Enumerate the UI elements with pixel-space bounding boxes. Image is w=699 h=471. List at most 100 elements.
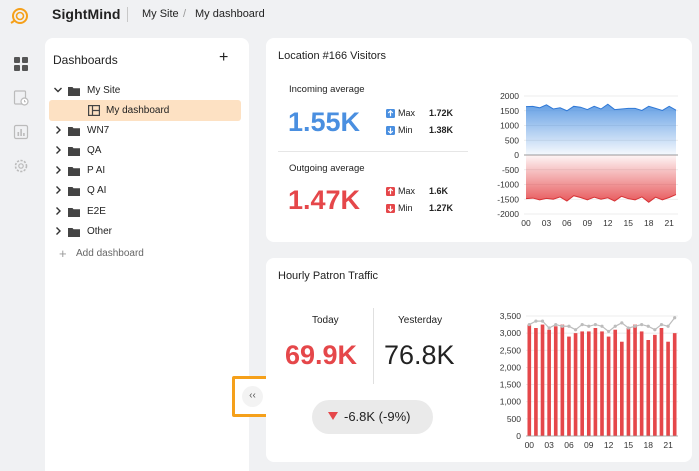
- y-tick-label: 3,000: [500, 328, 522, 338]
- tree-item-e2e[interactable]: E2E: [45, 202, 249, 222]
- today-bar: [606, 336, 611, 436]
- chevron-right-icon[interactable]: [53, 125, 63, 135]
- yesterday-point: [534, 319, 538, 323]
- folder-icon: [68, 228, 80, 237]
- tree-item-label: WN7: [87, 125, 110, 136]
- today-label: Today: [312, 315, 339, 326]
- incoming-line: [525, 103, 677, 112]
- yesterday-label: Yesterday: [398, 315, 443, 326]
- tree-item-label: QA: [87, 145, 102, 156]
- arrow-down-icon: [386, 126, 395, 135]
- y-tick-label: -1500: [497, 194, 519, 204]
- chevron-right-icon[interactable]: [53, 145, 63, 155]
- today-bar: [527, 324, 532, 436]
- tree-item-wn7[interactable]: WN7: [45, 121, 249, 141]
- tree-item-qa[interactable]: QA: [45, 141, 249, 161]
- dashboard-layout-icon: [88, 105, 100, 116]
- collapse-chevrons-icon: ‹‹: [242, 386, 263, 407]
- yesterday-point: [673, 316, 677, 320]
- settings-gear-icon[interactable]: [13, 158, 29, 174]
- dashboards-grid-icon[interactable]: [13, 56, 29, 72]
- y-tick-label: 0: [514, 150, 519, 160]
- folder-icon: [68, 147, 80, 156]
- today-bar: [633, 324, 637, 436]
- y-tick-label: 0: [516, 431, 521, 441]
- yesterday-point: [633, 324, 637, 328]
- y-tick-label: -2000: [497, 209, 519, 219]
- incoming-average-value: 1.55K: [288, 107, 361, 137]
- folder-icon: [68, 127, 80, 136]
- x-tick-label: 18: [644, 218, 654, 228]
- tree-item-my-dashboard[interactable]: My dashboard: [45, 101, 249, 121]
- chevron-right-icon[interactable]: [53, 226, 63, 236]
- yesterday-value: 76.8K: [384, 340, 455, 370]
- outgoing-average-value: 1.47K: [288, 185, 361, 215]
- min-label: Min: [398, 203, 413, 213]
- delta-badge: -6.8K (-9%): [312, 400, 433, 434]
- x-tick-label: 12: [604, 440, 614, 450]
- folder-icon: [68, 167, 80, 176]
- metrics-divider: [278, 151, 468, 152]
- arrow-up-icon: [386, 187, 395, 196]
- yesterday-point: [666, 324, 670, 328]
- chevron-right-icon[interactable]: [53, 165, 63, 175]
- chevron-down-icon[interactable]: [53, 85, 63, 95]
- yesterday-point: [580, 322, 584, 327]
- chevron-right-icon[interactable]: [53, 185, 63, 195]
- arrow-up-icon: [386, 109, 395, 118]
- top-bar: SightMind My Site / My dashboard: [0, 0, 699, 30]
- tree-item-p-ai[interactable]: P AI: [45, 161, 249, 181]
- today-bar: [626, 328, 631, 436]
- add-dashboard-plus-button[interactable]: +: [219, 49, 229, 66]
- x-tick-label: 12: [603, 218, 613, 228]
- today-bar: [534, 328, 538, 436]
- y-tick-label: 2,000: [500, 362, 522, 372]
- tree-item-q-ai[interactable]: Q AI: [45, 181, 249, 201]
- breadcrumb-separator: /: [183, 8, 187, 20]
- tree-item-label: Q AI: [87, 185, 107, 196]
- today-bar: [600, 331, 604, 436]
- today-bar: [593, 328, 598, 436]
- analytics-chart-icon[interactable]: [13, 124, 29, 140]
- yesterday-point: [573, 328, 578, 332]
- tree-item-other[interactable]: Other: [45, 222, 249, 242]
- today-bar: [646, 340, 651, 436]
- x-tick-label: 15: [624, 440, 634, 450]
- today-bar: [553, 326, 558, 436]
- report-clock-icon[interactable]: [13, 90, 29, 106]
- add-dashboard-label: Add dashboard: [76, 248, 144, 259]
- y-tick-label: 2,500: [500, 345, 522, 355]
- tree-item-my-site[interactable]: My Site: [45, 81, 249, 101]
- max-label: Max: [398, 186, 416, 196]
- x-tick-label: 00: [525, 440, 535, 450]
- today-bar: [639, 331, 644, 436]
- incoming-average-label: Incoming average: [289, 84, 365, 95]
- breadcrumb-site[interactable]: My Site: [142, 8, 179, 20]
- arrow-down-icon: [386, 204, 395, 213]
- today-bar: [620, 341, 624, 436]
- dashboards-sidebar: Dashboards + My Site My dashboard WN7 QA…: [45, 38, 249, 471]
- tree-item-label: E2E: [87, 206, 106, 217]
- folder-icon: [68, 187, 80, 196]
- chevron-right-icon[interactable]: [53, 206, 63, 216]
- yesterday-point: [640, 322, 644, 327]
- tree-item-label: Other: [87, 226, 113, 237]
- today-bar: [666, 341, 670, 436]
- yesterday-point: [600, 324, 604, 328]
- today-bar: [560, 324, 565, 436]
- incoming-area: [526, 104, 676, 155]
- max-value: 1.72K: [429, 108, 454, 118]
- sightmind-logo-icon[interactable]: [10, 6, 30, 26]
- today-bar: [573, 333, 578, 436]
- today-bar: [547, 329, 551, 436]
- max-value: 1.6K: [429, 186, 449, 196]
- breadcrumb-dashboard[interactable]: My dashboard: [195, 8, 265, 20]
- x-tick-label: 15: [624, 218, 634, 228]
- today-bar: [672, 333, 677, 436]
- brand-name: SightMind: [52, 6, 121, 22]
- x-tick-label: 18: [644, 440, 654, 450]
- x-tick-label: 06: [562, 218, 572, 228]
- y-tick-label: 2000: [500, 91, 519, 101]
- min-value: 1.27K: [429, 203, 454, 213]
- tree-item-label: My dashboard: [106, 105, 170, 116]
